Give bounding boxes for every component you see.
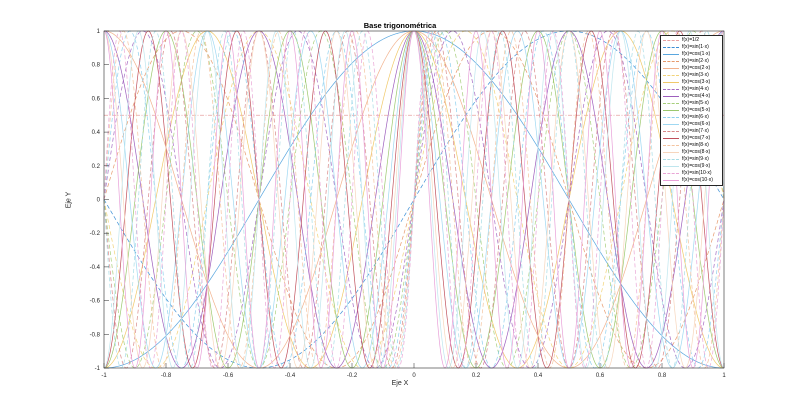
chart-title: Base trigonométrica — [363, 21, 437, 30]
y-tick-label: 0.4 — [92, 130, 101, 136]
legend-item: f(x)=sin(5·x) — [661, 100, 722, 107]
legend-swatch — [663, 117, 679, 118]
legend-item: f(x)=cos(6·x) — [661, 121, 722, 128]
legend-item: f(x)=cos(5·x) — [661, 107, 722, 114]
x-tick-label: -1 — [101, 373, 107, 379]
legend-swatch — [663, 75, 679, 76]
legend-label: f(x)=sin(8·x) — [682, 142, 709, 148]
legend-swatch — [663, 89, 679, 90]
legend-item: f(x)=sin(9·x) — [661, 156, 722, 163]
legend-swatch — [663, 166, 679, 167]
legend-item: f(x)=cos(9·x) — [661, 163, 722, 170]
legend-item: f(x)=cos(8·x) — [661, 149, 722, 156]
y-tick-label: -0.6 — [90, 299, 101, 305]
legend-label: f(x)=cos(4·x) — [682, 93, 711, 99]
series-line-15 — [103, 30, 725, 369]
legend-label: f(x)=cos(2·x) — [682, 65, 711, 71]
legend-item: f(x)=sin(2·x) — [661, 58, 722, 65]
legend-item: f(x)=sin(4·x) — [661, 86, 722, 93]
legend-item: f(x)=sin(3·x) — [661, 72, 722, 79]
x-tick-label: 0.8 — [658, 373, 667, 379]
x-tick-label: -0.4 — [285, 373, 296, 379]
legend-label: f(x)=sin(1·x) — [682, 44, 709, 50]
legend-label: f(x)=sin(10·x) — [682, 170, 712, 176]
legend: f(x)=1/2 f(x)=sin(1·x) f(x)=cos(1·x) f(x)=s… — [660, 35, 723, 186]
legend-swatch — [663, 145, 679, 146]
legend-swatch — [663, 47, 679, 48]
y-tick-label: 0.8 — [92, 63, 101, 69]
legend-label: f(x)=sin(6·x) — [682, 114, 709, 120]
legend-item: f(x)=cos(7·x) — [661, 135, 722, 142]
legend-item: f(x)=sin(7·x) — [661, 128, 722, 135]
legend-item: f(x)=1/2 — [661, 37, 722, 44]
y-tick-label: -1 — [95, 366, 101, 372]
legend-item: f(x)=cos(2·x) — [661, 65, 722, 72]
legend-item: f(x)=cos(4·x) — [661, 93, 722, 100]
legend-swatch — [663, 152, 679, 153]
series-layer — [103, 30, 725, 369]
legend-item: f(x)=cos(3·x) — [661, 79, 722, 86]
legend-label: f(x)=sin(3·x) — [682, 72, 709, 78]
legend-swatch — [663, 96, 679, 97]
y-tick-label: 1 — [97, 29, 101, 35]
x-tick-label: 0.4 — [534, 373, 543, 379]
legend-label: f(x)=1/2 — [682, 37, 700, 43]
legend-swatch — [663, 82, 679, 83]
y-tick-label: -0.4 — [90, 265, 101, 271]
legend-swatch — [663, 124, 679, 125]
legend-label: f(x)=sin(2·x) — [682, 58, 709, 64]
legend-item: f(x)=sin(8·x) — [661, 142, 722, 149]
legend-swatch — [663, 159, 679, 160]
legend-label: f(x)=cos(3·x) — [682, 79, 711, 85]
legend-swatch — [663, 110, 679, 111]
x-tick-label: -0.6 — [223, 373, 234, 379]
legend-swatch — [663, 180, 679, 181]
legend-item: f(x)=cos(10·x) — [661, 177, 722, 184]
x-tick-label: -0.8 — [161, 373, 172, 379]
legend-item: f(x)=sin(6·x) — [661, 114, 722, 121]
legend-item: f(x)=sin(10·x) — [661, 170, 722, 177]
y-axis-label: Eje Y — [65, 191, 73, 209]
legend-label: f(x)=sin(9·x) — [682, 156, 709, 162]
legend-label: f(x)=sin(4·x) — [682, 86, 709, 92]
y-tick-label: 0 — [97, 198, 101, 204]
legend-label: f(x)=sin(5·x) — [682, 100, 709, 106]
legend-swatch — [663, 40, 679, 41]
legend-swatch — [663, 173, 679, 174]
x-axis-label: Eje X — [391, 380, 409, 387]
x-tick-label: 0.6 — [596, 373, 605, 379]
legend-item: f(x)=cos(1·x) — [661, 51, 722, 58]
legend-label: f(x)=cos(1·x) — [682, 51, 711, 57]
legend-label: f(x)=cos(7·x) — [682, 135, 711, 141]
tick-layer: -1 -0.8 -0.6 -0.4 -0.2 0 0.2 0.4 0.6 0.8 1 -1 -0.8 -0… — [90, 29, 727, 379]
legend-label: f(x)=cos(9·x) — [682, 163, 711, 169]
legend-swatch — [663, 138, 679, 139]
series-line-19 — [103, 30, 725, 369]
legend-swatch — [663, 54, 679, 55]
x-tick-label: 0.2 — [472, 373, 481, 379]
legend-label: f(x)=sin(7·x) — [682, 128, 709, 134]
y-tick-label: -0.2 — [90, 231, 101, 237]
legend-label: f(x)=cos(5·x) — [682, 107, 711, 113]
y-tick-label: 0.6 — [92, 96, 101, 102]
legend-label: f(x)=cos(8·x) — [682, 149, 711, 155]
legend-swatch — [663, 68, 679, 69]
legend-label: f(x)=cos(6·x) — [682, 121, 711, 127]
legend-swatch — [663, 103, 679, 104]
legend-label: f(x)=cos(10·x) — [682, 177, 713, 183]
x-tick-label: 1 — [722, 373, 726, 379]
y-tick-label: 0.2 — [92, 164, 101, 170]
legend-swatch — [663, 131, 679, 132]
legend-swatch — [663, 61, 679, 62]
x-tick-label: 0 — [412, 373, 416, 379]
x-tick-label: -0.2 — [347, 373, 358, 379]
legend-item: f(x)=sin(1·x) — [661, 44, 722, 51]
series-line-1 — [103, 30, 725, 369]
y-tick-label: -0.8 — [90, 332, 101, 338]
